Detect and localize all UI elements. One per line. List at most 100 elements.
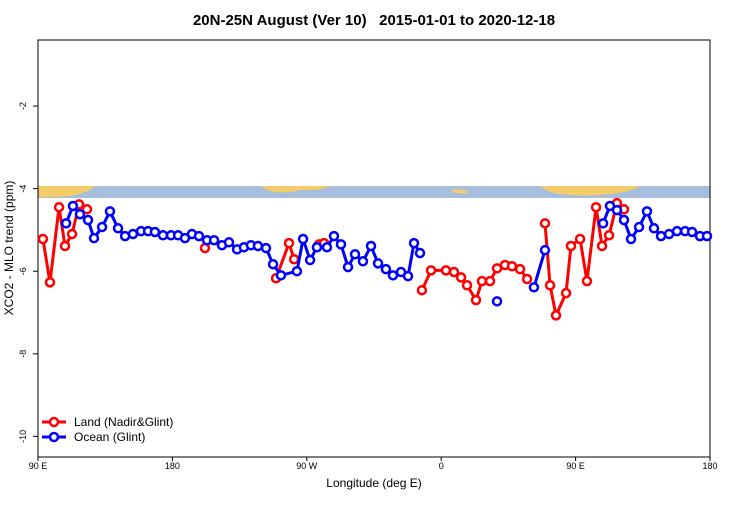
data-point [544,279,556,291]
data-point [701,230,713,242]
data-point [357,256,369,267]
data-point [157,230,169,241]
data-point [260,242,272,254]
plot-frame [37,39,711,458]
data-point [74,208,86,220]
data-point [539,244,551,256]
data-point [60,218,72,229]
data-point [53,201,65,213]
x-axis-label: Longitude (deg E) [326,476,421,490]
data-point [671,225,683,237]
series [37,197,630,321]
data-point [633,221,645,233]
data-point [514,263,526,275]
data-point [291,265,303,277]
y-tick-label: -8 [18,350,28,358]
data-point [321,242,333,253]
data-point [304,254,316,266]
data-point [476,275,488,287]
legend-marker [48,431,60,443]
data-point [565,240,577,252]
map-land [260,186,330,193]
data-point [491,296,503,307]
series [60,200,713,307]
data-point [625,233,637,245]
data-point [82,214,94,226]
data-point [581,275,593,287]
data-point [67,200,79,212]
data-point [641,206,653,217]
legend-label: Land (Nadir&Glint) [74,415,173,429]
map-land [450,189,470,194]
data-point [574,233,586,245]
map-land [38,186,95,198]
data-point [425,265,437,276]
data-point [414,247,426,259]
data-point [461,279,473,291]
x-tick-label: 180 [702,461,717,471]
data-point [648,223,660,234]
y-axis-label: XCO2 - MLO trend (ppm) [2,181,16,316]
data-point [611,204,623,216]
data-point [470,294,482,306]
data-point [275,270,287,281]
data-point [506,261,518,272]
data-point [112,223,124,234]
x-tick-label: 90 W [296,461,318,471]
data-point [297,233,309,245]
data-point [335,239,347,250]
x-tick-label: 90 E [29,461,48,471]
data-point [127,228,139,240]
data-point [349,249,361,260]
data-point [603,230,615,241]
data-point [655,230,667,242]
data-point [402,270,414,282]
data-point [37,233,49,245]
data-point [311,242,323,253]
data-point [372,258,384,269]
x-tick-label: 0 [439,461,444,471]
x-tick-label: 90 E [566,461,585,471]
data-point [440,265,452,276]
data-point [208,234,220,246]
y-tick-label: -6 [18,267,28,275]
data-point [550,310,562,321]
data-point [590,201,602,213]
data-point [81,204,93,215]
data-point [596,240,608,252]
data-point [686,226,698,238]
data-point [597,218,609,229]
x-tick-label: 180 [165,461,180,471]
data-point [380,263,392,275]
map-strip [38,186,710,198]
data-point [193,230,205,242]
series-line [532,249,547,288]
legend-marker [48,416,60,428]
data-point [88,232,100,244]
data-point [44,277,56,288]
map-ocean [38,186,710,198]
y-tick-label: -10 [18,430,28,443]
data-point [539,218,551,229]
data-point [416,284,428,296]
data-point [528,282,540,293]
data-point [484,275,496,287]
data-point [618,214,630,226]
data-point [252,240,264,252]
data-point [223,237,235,248]
map-land [540,186,640,196]
data-point [448,266,460,278]
data-point [267,258,279,270]
data-point [387,270,399,281]
data-point [342,261,354,273]
legend-label: Ocean (Glint) [74,430,145,444]
y-tick-label: -4 [18,185,28,193]
data-point [560,287,572,299]
chart-title: 20N-25N August (Ver 10) 2015-01-01 to 20… [193,12,555,29]
data-point [96,221,108,233]
data-point [365,240,377,252]
data-point [521,273,533,285]
data-point [104,206,116,217]
